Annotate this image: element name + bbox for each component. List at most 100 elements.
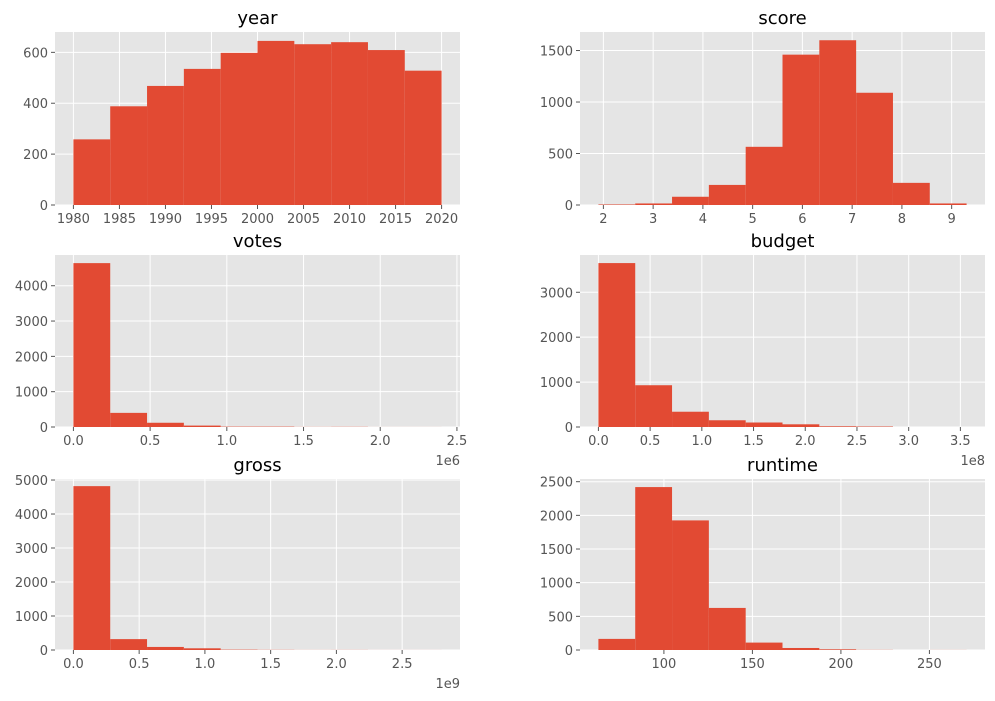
histogram-bar xyxy=(183,648,221,650)
x-tick-label: 2010 xyxy=(333,212,366,227)
y-tick-label: 600 xyxy=(23,46,48,61)
histogram-bar xyxy=(73,486,111,650)
x-tick-label: 2005 xyxy=(287,212,320,227)
histogram-bar xyxy=(672,520,709,650)
histogram-bar xyxy=(819,649,857,650)
histogram-bar xyxy=(404,70,442,205)
histogram-bar xyxy=(856,92,893,205)
x-tick-label: 2020 xyxy=(425,212,458,227)
histogram-bar xyxy=(672,196,709,205)
x-tick-label: 0.5 xyxy=(640,434,661,449)
histogram-bar xyxy=(819,40,857,205)
histogram-bar xyxy=(708,607,746,650)
histogram-bar xyxy=(183,425,221,427)
histogram-bar xyxy=(147,646,184,650)
histogram-bar xyxy=(147,422,184,427)
histogram-bar xyxy=(598,204,636,205)
subplot-title: gross xyxy=(233,455,281,476)
histogram-bar xyxy=(294,44,332,206)
histogram-bar xyxy=(257,40,295,205)
plot-area xyxy=(55,479,460,650)
y-tick-label: 3000 xyxy=(15,315,48,330)
histogram-bar xyxy=(110,412,148,427)
x-tick-label: 4 xyxy=(699,212,707,227)
y-tick-label: 2000 xyxy=(540,331,573,346)
x-tick-label: 1990 xyxy=(149,212,182,227)
histogram-bar xyxy=(331,42,368,206)
y-tick-label: 1500 xyxy=(540,45,573,60)
x-tick-label: 1.0 xyxy=(216,434,237,449)
x-tick-label: 1995 xyxy=(195,212,228,227)
x-tick-label: 0.0 xyxy=(63,657,84,672)
histogram-bar xyxy=(708,184,746,205)
x-tick-label: 1.5 xyxy=(293,434,314,449)
y-tick-label: 4000 xyxy=(15,508,48,523)
x-tick-label: 8 xyxy=(898,212,906,227)
y-tick-label: 2000 xyxy=(15,576,48,591)
y-tick-label: 400 xyxy=(23,97,48,112)
x-tick-label: 1.5 xyxy=(260,657,281,672)
x-tick-label: 2.5 xyxy=(847,434,868,449)
x-tick-label: 2.5 xyxy=(392,657,413,672)
subplot-budget: 0.0 0.5 1.0 1.5 2.0 2.5 3.0 3.5 0 1000 2000 3000 bud… xyxy=(540,231,985,469)
histogram-bar xyxy=(745,642,783,650)
x-tick-label: 0.5 xyxy=(140,434,161,449)
y-tick-label: 5000 xyxy=(15,474,48,489)
y-tick-label: 1000 xyxy=(15,610,48,625)
histogram-bar xyxy=(635,385,673,427)
x-tick-label: 1980 xyxy=(57,212,90,227)
histogram-bar xyxy=(73,139,111,205)
y-tick-label: 2000 xyxy=(540,509,573,524)
y-tick-label: 0 xyxy=(565,644,573,659)
histogram-bar xyxy=(929,203,967,205)
y-tick-label: 1000 xyxy=(540,577,573,592)
x-tick-label: 3.0 xyxy=(898,434,919,449)
histogram-bar xyxy=(635,487,673,650)
x-tick-label: 1.0 xyxy=(195,657,216,672)
subplot-year: 1980 1985 1990 1995 2000 2005 2010 2015 2020 0 200… xyxy=(23,8,460,227)
subplot-title: votes xyxy=(233,231,282,252)
y-tick-label: 2000 xyxy=(15,350,48,365)
x-tick-label: 2.0 xyxy=(795,434,816,449)
histogram-bar xyxy=(598,263,636,427)
y-tick-label: 0 xyxy=(40,644,48,659)
x-tick-label: 2000 xyxy=(241,212,274,227)
histogram-bar xyxy=(147,85,184,205)
x-tick-label: 2015 xyxy=(379,212,412,227)
histogram-bar xyxy=(672,411,709,427)
y-tick-label: 500 xyxy=(548,610,573,625)
subplot-title: year xyxy=(237,8,278,29)
y-tick-label: 500 xyxy=(548,148,573,163)
x-tick-label: 0.0 xyxy=(63,434,84,449)
histogram-bar xyxy=(183,68,221,205)
x-tick-label: 150 xyxy=(740,657,765,672)
y-tick-label: 0 xyxy=(40,421,48,436)
x-tick-label: 200 xyxy=(828,657,853,672)
y-tick-label: 2500 xyxy=(540,476,573,491)
x-tick-label: 100 xyxy=(651,657,676,672)
x-offset-label: 1e6 xyxy=(435,454,460,469)
x-offset-label: 1e9 xyxy=(435,677,460,692)
y-tick-label: 1000 xyxy=(15,386,48,401)
y-tick-label: 1500 xyxy=(540,543,573,558)
x-tick-label: 0.5 xyxy=(129,657,150,672)
x-tick-label: 0.0 xyxy=(588,434,609,449)
x-tick-label: 1985 xyxy=(103,212,136,227)
plot-area xyxy=(55,255,460,427)
histogram-bar xyxy=(367,50,405,206)
histogram-bar xyxy=(598,638,636,650)
y-tick-label: 200 xyxy=(23,148,48,163)
x-offset-label: 1e8 xyxy=(960,454,985,469)
y-tick-label: 1000 xyxy=(540,376,573,391)
histogram-bar xyxy=(892,182,930,205)
subplot-gross: 0.0 0.5 1.0 1.5 2.0 2.5 0 1000 2000 3000 4000 5000 g… xyxy=(15,455,460,692)
histogram-bar xyxy=(782,424,820,427)
histogram-bar xyxy=(745,146,783,205)
x-tick-label: 3.5 xyxy=(950,434,971,449)
x-tick-label: 2.0 xyxy=(370,434,391,449)
subplot-score: 2 3 4 5 6 7 8 9 0 500 1000 1500 score xyxy=(540,8,985,227)
histogram-bar xyxy=(635,203,673,205)
x-tick-label: 1.5 xyxy=(743,434,764,449)
